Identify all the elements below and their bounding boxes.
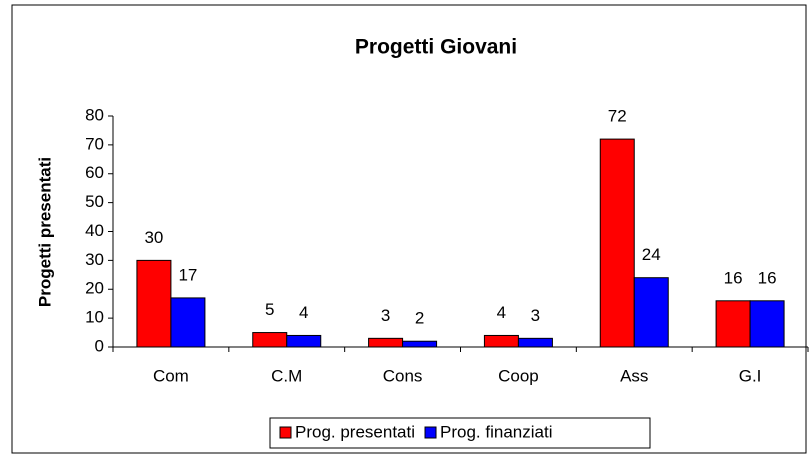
bar xyxy=(368,337,404,348)
data-label: 24 xyxy=(642,245,661,264)
y-tick-label: 50 xyxy=(85,192,104,211)
data-label: 2 xyxy=(415,309,424,328)
data-label: 72 xyxy=(608,107,627,126)
data-label: 30 xyxy=(144,228,163,247)
y-tick-label: 80 xyxy=(85,105,104,124)
bar xyxy=(715,300,751,348)
data-label: 16 xyxy=(724,268,743,287)
x-tick-label: C.M xyxy=(271,366,302,385)
data-label: 3 xyxy=(381,306,390,325)
legend-label: Prog. presentati xyxy=(295,422,415,441)
bar xyxy=(633,277,669,348)
data-label: 16 xyxy=(758,268,777,287)
x-tick-label: Coop xyxy=(498,366,539,385)
bar xyxy=(286,334,322,348)
chart-title: Progetti Giovani xyxy=(355,36,517,59)
y-tick-label: 10 xyxy=(85,308,104,327)
chart-frame xyxy=(11,4,807,454)
x-tick-label: Ass xyxy=(620,366,648,385)
y-tick-label: 20 xyxy=(85,279,104,298)
bar xyxy=(136,259,172,348)
legend-box xyxy=(269,417,651,449)
y-tick-label: 30 xyxy=(85,250,104,269)
y-tick-label: 0 xyxy=(95,336,104,355)
bar xyxy=(517,337,553,348)
bar xyxy=(599,138,635,348)
data-label: 5 xyxy=(265,300,274,319)
x-tick-label: G.I xyxy=(739,366,762,385)
data-label: 4 xyxy=(299,303,308,322)
data-label: 3 xyxy=(531,306,540,325)
bar xyxy=(170,297,206,348)
legend-swatch xyxy=(279,426,292,439)
y-tick-label: 40 xyxy=(85,221,104,240)
bar xyxy=(252,332,288,348)
x-tick-label: Cons xyxy=(383,366,423,385)
data-label: 17 xyxy=(178,265,197,284)
legend-swatch xyxy=(424,426,437,439)
data-label: 4 xyxy=(497,303,506,322)
bar xyxy=(402,340,438,348)
y-tick-label: 70 xyxy=(85,134,104,153)
legend-label: Prog. finanziati xyxy=(440,422,552,441)
bar xyxy=(483,334,519,348)
y-axis-label: Progetti presentati xyxy=(35,157,54,307)
bar xyxy=(749,300,785,348)
x-tick-label: Com xyxy=(153,366,189,385)
y-tick-label: 60 xyxy=(85,163,104,182)
